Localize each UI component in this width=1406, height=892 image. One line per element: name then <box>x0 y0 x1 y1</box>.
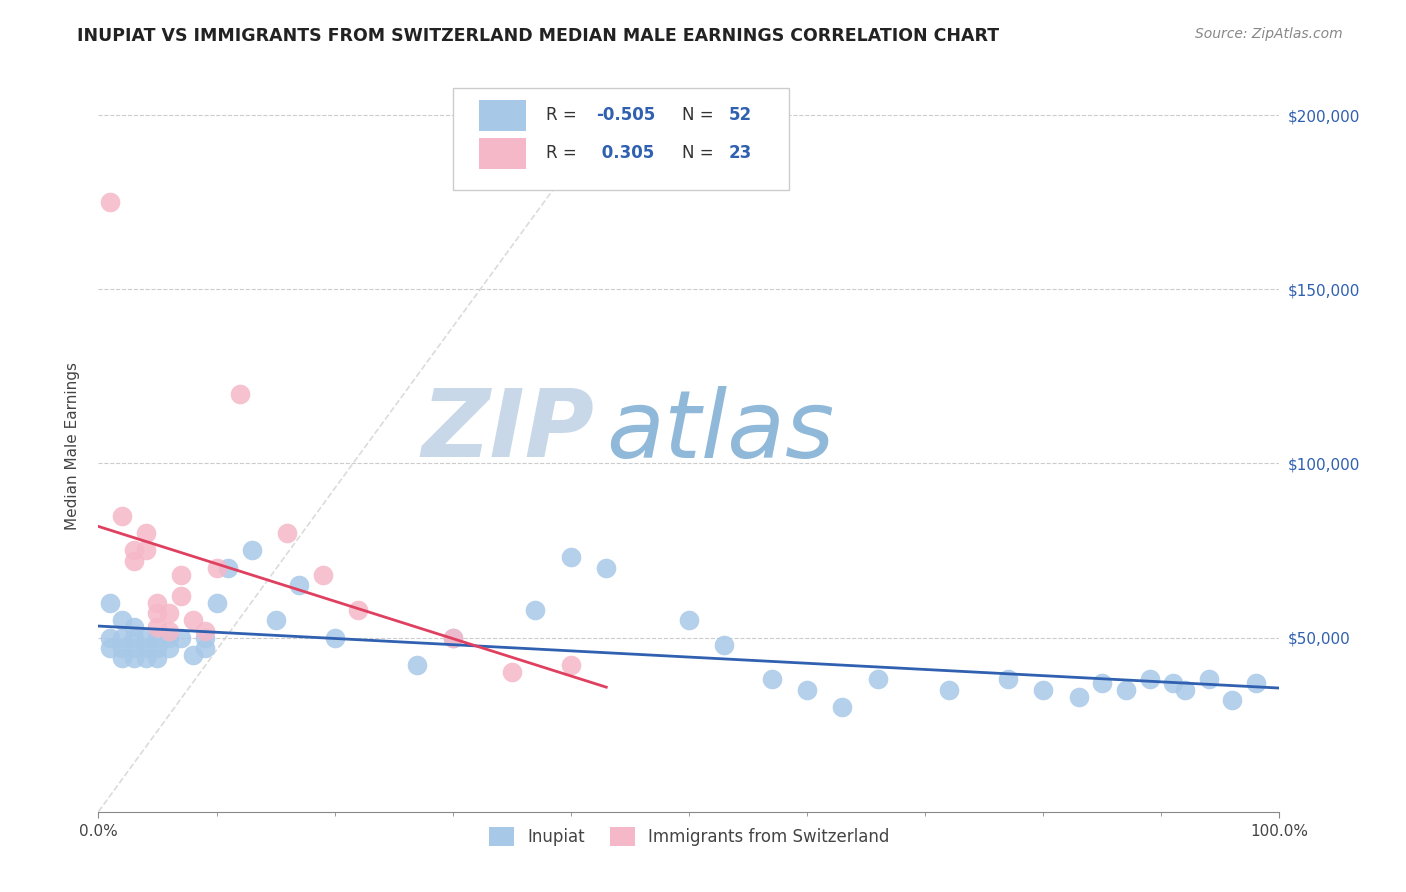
Point <box>205 561 228 575</box>
Point <box>111 508 134 523</box>
Point <box>111 651 134 665</box>
Text: ZIP: ZIP <box>422 385 595 477</box>
Point <box>217 561 239 575</box>
Point <box>1067 690 1090 704</box>
Text: INUPIAT VS IMMIGRANTS FROM SWITZERLAND MEDIAN MALE EARNINGS CORRELATION CHART: INUPIAT VS IMMIGRANTS FROM SWITZERLAND M… <box>77 27 1000 45</box>
Point <box>205 596 228 610</box>
Point <box>157 640 180 655</box>
Point <box>866 673 889 687</box>
Point <box>501 665 523 680</box>
Point <box>111 631 134 645</box>
Point <box>170 567 193 582</box>
Point <box>98 195 121 210</box>
Point <box>560 550 582 565</box>
Point <box>135 631 157 645</box>
Point <box>441 631 464 645</box>
Point <box>122 631 145 645</box>
Point <box>194 624 217 638</box>
Point <box>98 640 121 655</box>
Text: -0.505: -0.505 <box>596 106 655 124</box>
Text: R =: R = <box>546 145 588 162</box>
Text: 0.305: 0.305 <box>596 145 654 162</box>
Point <box>761 673 783 687</box>
Point <box>146 620 169 634</box>
Point <box>276 526 298 541</box>
Point <box>560 658 582 673</box>
Point <box>264 613 287 627</box>
Point <box>240 543 263 558</box>
Point <box>111 613 134 627</box>
Point <box>135 651 157 665</box>
Point <box>122 651 145 665</box>
Point <box>312 567 335 582</box>
Point <box>98 631 121 645</box>
Point <box>135 640 157 655</box>
Point <box>157 606 180 620</box>
Point <box>1091 676 1114 690</box>
Point <box>181 613 204 627</box>
Text: R =: R = <box>546 106 582 124</box>
Point <box>713 638 735 652</box>
Point <box>524 603 547 617</box>
Point <box>1220 693 1243 707</box>
Point <box>122 620 145 634</box>
FancyBboxPatch shape <box>478 100 526 131</box>
Point <box>406 658 429 673</box>
Point <box>98 596 121 610</box>
Point <box>595 561 617 575</box>
Point <box>146 651 169 665</box>
Text: N =: N = <box>682 106 718 124</box>
Point <box>111 640 134 655</box>
Point <box>181 648 204 662</box>
Point <box>194 640 217 655</box>
Text: N =: N = <box>682 145 718 162</box>
FancyBboxPatch shape <box>478 138 526 169</box>
Text: Source: ZipAtlas.com: Source: ZipAtlas.com <box>1195 27 1343 41</box>
Legend: Inupiat, Immigrants from Switzerland: Inupiat, Immigrants from Switzerland <box>481 819 897 855</box>
Y-axis label: Median Male Earnings: Median Male Earnings <box>65 362 80 530</box>
Point <box>1198 673 1220 687</box>
Point <box>831 700 853 714</box>
Text: 23: 23 <box>730 145 752 162</box>
Point <box>146 596 169 610</box>
Point <box>796 682 818 697</box>
Point <box>146 606 169 620</box>
Point <box>1139 673 1161 687</box>
Point <box>229 386 252 401</box>
Point <box>288 578 311 592</box>
Point <box>122 640 145 655</box>
Text: 52: 52 <box>730 106 752 124</box>
Point <box>122 543 145 558</box>
Point <box>441 631 464 645</box>
Point <box>194 631 217 645</box>
Point <box>146 640 169 655</box>
Text: atlas: atlas <box>606 386 835 477</box>
Point <box>170 589 193 603</box>
Point <box>1174 682 1197 697</box>
Point <box>1161 676 1184 690</box>
Point <box>157 624 180 638</box>
Point <box>678 613 700 627</box>
Point <box>997 673 1019 687</box>
Point <box>135 526 157 541</box>
Point <box>157 631 180 645</box>
Point <box>323 631 346 645</box>
Point <box>146 631 169 645</box>
Point <box>1244 676 1267 690</box>
Point <box>1115 682 1137 697</box>
Point <box>938 682 960 697</box>
Point <box>122 554 145 568</box>
Point <box>1032 682 1054 697</box>
FancyBboxPatch shape <box>453 87 789 190</box>
Point <box>347 603 370 617</box>
Point <box>135 543 157 558</box>
Point <box>170 631 193 645</box>
